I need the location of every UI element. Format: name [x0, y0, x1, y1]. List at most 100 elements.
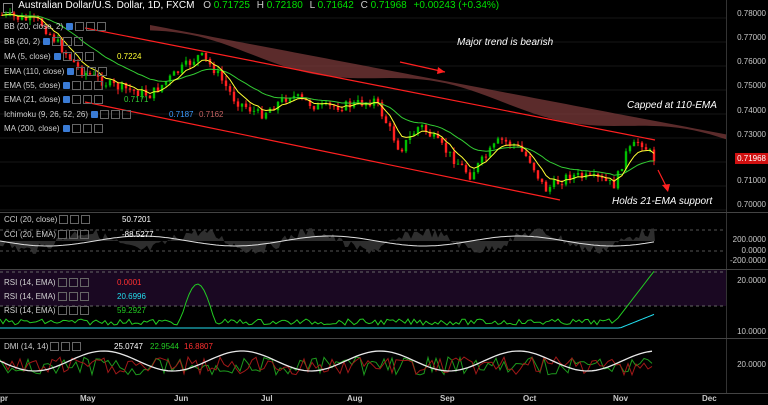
candle-body — [104, 85, 108, 87]
eye-icon[interactable] — [75, 22, 85, 32]
close-icon[interactable] — [84, 52, 94, 62]
eye-icon[interactable] — [58, 230, 68, 240]
close-icon[interactable] — [72, 342, 82, 352]
settings-icon[interactable] — [83, 81, 93, 91]
gear-icon[interactable] — [63, 82, 71, 90]
close-icon[interactable] — [98, 67, 108, 77]
settings-icon[interactable] — [70, 215, 80, 225]
settings-icon[interactable] — [73, 52, 83, 62]
settings-icon[interactable] — [68, 292, 78, 302]
candle-body — [536, 170, 540, 179]
eye-icon[interactable] — [57, 306, 67, 316]
eye-icon[interactable] — [76, 67, 86, 77]
candle-body — [580, 173, 584, 178]
settings-icon[interactable] — [61, 342, 71, 352]
support-arrowhead — [662, 184, 670, 192]
last-price-tag: 0.71968 — [735, 153, 768, 164]
candle-body — [604, 178, 608, 181]
legend-item[interactable]: MA (5, close) 0.7224 — [4, 51, 141, 63]
gear-icon[interactable] — [53, 53, 61, 61]
rsi-axis[interactable]: 20.0000 10.0000 — [726, 270, 768, 338]
gear-icon[interactable] — [63, 96, 71, 104]
close-icon[interactable] — [97, 22, 107, 32]
legend-item[interactable]: EMA (55, close) — [4, 80, 104, 92]
eye-icon[interactable] — [59, 215, 69, 225]
price-axis[interactable]: 0.78000 0.77000 0.76000 0.75000 0.74000 … — [726, 0, 768, 212]
candle-body — [332, 105, 336, 107]
open-label: O — [203, 0, 211, 11]
eye-icon[interactable] — [57, 292, 67, 302]
close-icon[interactable] — [81, 215, 91, 225]
pane-divider[interactable] — [0, 212, 768, 213]
gear-icon[interactable] — [91, 111, 99, 119]
close-icon[interactable] — [74, 37, 84, 47]
price-tick: 0.77000 — [737, 33, 766, 42]
legend-value: 0.7162 — [199, 110, 224, 119]
settings-icon[interactable] — [69, 230, 79, 240]
candle-body — [192, 61, 196, 65]
close-icon[interactable] — [94, 81, 104, 91]
legend-label: EMA (55, close) — [4, 81, 61, 90]
legend-item[interactable]: CCI (20, EMA) -88.5277 — [4, 229, 154, 241]
gear-icon[interactable] — [43, 38, 51, 46]
candle-body — [376, 98, 380, 103]
settings-icon[interactable] — [82, 124, 92, 134]
legend-item[interactable]: RSI (14, EMA) 0.0001 — [4, 277, 141, 289]
legend-item[interactable]: Ichimoku (9, 26, 52, 26) 0.7187 0.7162 — [4, 109, 223, 121]
legend-value: 0.7187 — [169, 110, 194, 119]
rsi-pane[interactable] — [0, 270, 726, 338]
candle-body — [524, 151, 528, 156]
close-icon[interactable] — [79, 306, 89, 316]
eye-icon[interactable] — [62, 52, 72, 62]
legend-item[interactable]: EMA (110, close) — [4, 66, 108, 78]
close-icon[interactable] — [79, 292, 89, 302]
candle-body — [164, 81, 168, 85]
candle-body — [460, 163, 464, 166]
candle-body — [228, 86, 232, 92]
close-icon[interactable] — [122, 110, 132, 120]
legend-item[interactable]: MA (200, close) — [4, 123, 103, 135]
cci-pane[interactable] — [0, 213, 726, 269]
settings-icon[interactable] — [86, 22, 96, 32]
candle-body — [140, 89, 144, 96]
legend-item[interactable]: RSI (14, EMA) 59.2927 — [4, 305, 146, 317]
settings-icon[interactable] — [68, 278, 78, 288]
collapse-icon[interactable] — [3, 3, 13, 13]
eye-icon[interactable] — [52, 37, 62, 47]
eye-icon[interactable] — [57, 278, 67, 288]
legend-value: -88.5277 — [122, 230, 154, 239]
settings-icon[interactable] — [87, 67, 97, 77]
legend-item[interactable]: EMA (21, close) 0.7171 — [4, 94, 148, 106]
symbol-title[interactable]: Australian Dollar/U.S. Dollar, 1D, FXCM — [18, 0, 195, 11]
settings-icon[interactable] — [111, 110, 121, 120]
legend-item[interactable]: CCI (20, close) 50.7201 — [4, 214, 151, 226]
eye-icon[interactable] — [100, 110, 110, 120]
legend-item[interactable]: BB (20, close, 2) — [4, 21, 107, 33]
close-icon[interactable] — [93, 124, 103, 134]
gear-icon[interactable] — [67, 68, 75, 76]
cci-axis[interactable]: 200.0000 0.0000 -200.0000 — [726, 213, 768, 269]
eye-icon[interactable] — [72, 81, 82, 91]
pane-divider[interactable] — [0, 338, 768, 339]
eye-icon[interactable] — [72, 95, 82, 105]
legend-item[interactable]: BB (20, 2) — [4, 36, 84, 48]
gear-icon[interactable] — [62, 125, 70, 133]
eye-icon[interactable] — [71, 124, 81, 134]
dmi-axis[interactable]: 20.0000 — [726, 339, 768, 393]
price-pane[interactable] — [0, 0, 726, 212]
settings-icon[interactable] — [63, 37, 73, 47]
settings-icon[interactable] — [83, 95, 93, 105]
close-icon[interactable] — [79, 278, 89, 288]
legend-item[interactable]: RSI (14, EMA) 20.6996 — [4, 291, 146, 303]
close-icon[interactable] — [94, 95, 104, 105]
candle-body — [432, 134, 436, 137]
settings-icon[interactable] — [68, 306, 78, 316]
close-icon[interactable] — [80, 230, 90, 240]
dmi-legend[interactable]: DMI (14, 14) 25.0747 22.9544 16.8807 — [4, 341, 213, 353]
pane-divider[interactable] — [0, 269, 768, 270]
dmi-pane[interactable] — [0, 339, 726, 393]
candle-body — [600, 177, 604, 179]
candle-body — [424, 125, 428, 132]
gear-icon[interactable] — [66, 23, 74, 31]
eye-icon[interactable] — [50, 342, 60, 352]
